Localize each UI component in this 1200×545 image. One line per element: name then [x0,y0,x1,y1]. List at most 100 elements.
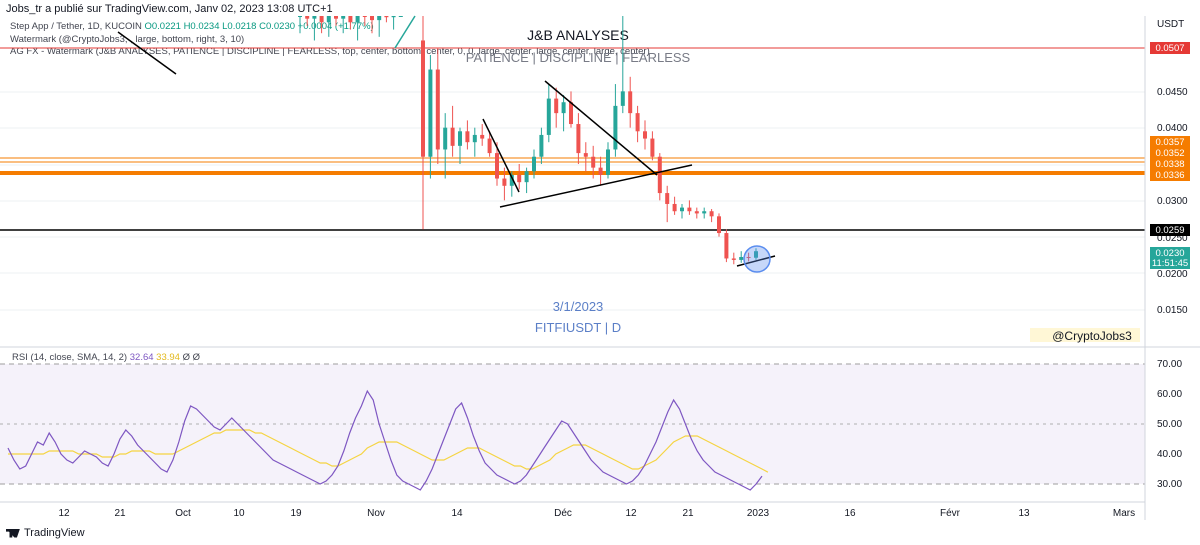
symbol-legend-values: O0.0221 H0.0234 L0.0218 C0.0230 +0.0004 … [144,21,374,32]
trendline-bottom[interactable] [736,255,776,267]
candle-body[interactable] [724,233,729,259]
candle-body[interactable] [665,193,670,204]
candle-body[interactable] [391,16,396,18]
rsi-tick: 40.00 [1157,449,1182,460]
candle-body[interactable] [583,153,588,157]
candle-body[interactable] [635,113,640,132]
rsi-legend-name: RSI (14, close, SMA, 14, 2) [12,352,128,363]
candle-body[interactable] [298,16,302,17]
candle-body[interactable] [680,207,684,212]
trendline-triangle-top[interactable] [544,80,658,176]
rsi-line[interactable] [7,389,763,491]
candle-body[interactable] [754,251,758,258]
candle-body[interactable] [312,16,317,19]
candle-body[interactable] [355,16,360,23]
candle-body[interactable] [628,91,633,114]
candle-body[interactable] [702,211,707,214]
tradingview-brand[interactable]: TradingView [6,527,85,539]
candle-body[interactable] [495,153,499,179]
candle-body[interactable] [435,69,440,150]
candle-body[interactable] [650,138,655,157]
candle-body[interactable] [370,16,374,21]
candle-body[interactable] [561,102,566,114]
candle-body[interactable] [657,156,662,194]
candle-body[interactable] [576,124,581,154]
candle-body[interactable] [398,16,403,17]
candle-body[interactable] [524,171,529,183]
rsi-legend-value: 32.64 [129,352,154,363]
candle-body[interactable] [487,138,492,154]
candle-body[interactable] [517,174,522,183]
candle-body[interactable] [613,105,618,150]
trendline-down-1[interactable] [482,118,520,193]
symbol-legend-name[interactable]: Step App / Tether, 1D, KUCOIN [10,21,142,32]
trendline-triangle-base[interactable] [499,164,693,208]
candle-body[interactable] [319,16,324,23]
candle-body[interactable] [598,167,603,175]
candle-body[interactable] [334,16,338,19]
candle-body[interactable] [305,16,310,19]
candle-body[interactable] [450,127,455,146]
symbol-legend: Step App / Tether, 1D, KUCOIN O0.0221 H0… [10,21,374,32]
price-grid [0,91,1145,311]
time-tick: 13 [1018,508,1030,519]
candle-body[interactable] [326,16,331,23]
candle-body[interactable] [591,156,596,168]
candle-body[interactable] [465,131,470,143]
price-tag-0352: 0.0352 [1155,148,1184,159]
price-tag-countdown: 11:51:45 [1152,258,1188,269]
candle-body[interactable] [480,134,485,139]
candle-body[interactable] [421,40,425,157]
price-tag-0357: 0.0357 [1155,137,1184,148]
candle-body[interactable] [746,257,751,259]
rsi-tick-labels: 70.00 60.00 50.00 40.00 30.00 [1157,359,1182,490]
candle-body[interactable] [569,102,573,125]
candle-body[interactable] [377,16,382,21]
candle-body[interactable] [739,257,744,260]
rsi-tick: 70.00 [1157,359,1182,370]
time-tick: Nov [367,508,385,519]
time-tick: Févr [940,508,961,519]
watermark-handle: @CryptoJobs3 [1052,329,1132,343]
time-tick: 12 [625,508,637,519]
candle-body[interactable] [554,98,559,114]
price-tick: 0.0150 [1157,305,1188,316]
price-tick: 0.0300 [1157,196,1188,207]
price-tag-0507-bg [1150,42,1190,54]
price-tag-0259: 0.0259 [1155,225,1184,236]
candle-body[interactable] [643,131,647,139]
candle-body[interactable] [620,91,625,106]
highlight-circle[interactable] [743,245,771,273]
rsi-legend[interactable]: RSI (14, close, SMA, 14, 2) 32.64 33.94 … [12,352,200,363]
candle-body[interactable] [687,207,692,212]
candle-body[interactable] [672,203,677,212]
candle-body[interactable] [606,149,610,175]
candle-body[interactable] [509,174,514,186]
agfx-watermark-legend[interactable]: AG FX - Watermark (J&B ANALYSES, PATIENC… [10,46,650,57]
candle-body[interactable] [428,69,433,157]
candle-body[interactable] [362,16,367,17]
candle-body[interactable] [694,211,699,214]
candle-body[interactable] [717,216,721,234]
candle-body[interactable] [546,98,551,135]
candle-body[interactable] [731,258,736,260]
candle-body[interactable] [472,134,477,143]
time-tick-labels: 12 21 Oct 10 19 Nov 14 Déc 12 21 2023 16… [58,508,1135,519]
tradingview-logo-icon [6,528,20,538]
candle-body[interactable] [709,211,714,217]
candle-body[interactable] [458,131,462,146]
time-tick: 14 [451,508,463,519]
candle-body[interactable] [443,127,448,150]
candle-body[interactable] [539,134,544,157]
candle-body[interactable] [348,16,353,23]
candle-body[interactable] [532,156,536,172]
candle-body[interactable] [502,178,507,186]
candle-body[interactable] [384,16,389,18]
trendline-top-left[interactable] [117,31,177,75]
rsi-ma-line[interactable] [8,429,769,473]
candle-body[interactable] [341,16,346,19]
price-tag-0507: 0.0507 [1155,43,1184,54]
trendlines [117,15,776,267]
trendline-green[interactable] [394,15,416,49]
